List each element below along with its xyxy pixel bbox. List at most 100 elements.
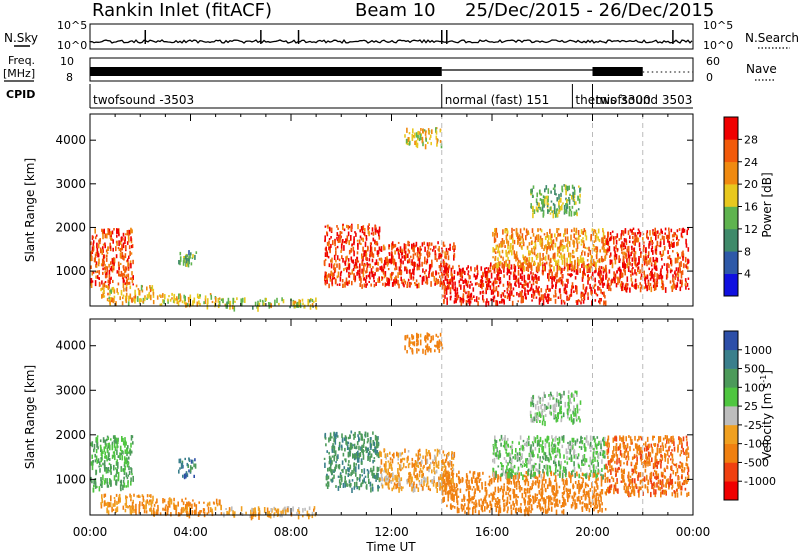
echo-cell <box>648 267 650 271</box>
echo-cell <box>245 511 247 515</box>
echo-cell <box>616 233 619 238</box>
echo-cell <box>392 472 394 478</box>
echo-cell <box>126 241 129 245</box>
echo-cell <box>121 247 124 251</box>
echo-cell <box>382 282 384 286</box>
echo-cell <box>421 276 424 283</box>
echo-cell <box>474 299 476 302</box>
echo-cell <box>548 481 551 487</box>
echo-cell <box>107 246 110 251</box>
station-title: Rankin Inlet (fitACF) <box>92 0 272 21</box>
echo-cell <box>188 258 190 265</box>
echo-cell <box>538 481 540 488</box>
echo-cell <box>555 272 557 278</box>
echo-cell <box>242 297 244 303</box>
echo-cell <box>311 303 314 307</box>
echo-cell <box>369 242 372 245</box>
echo-cell <box>398 483 400 486</box>
echo-cell <box>296 511 298 515</box>
echo-cell <box>588 508 591 513</box>
echo-cell <box>336 236 338 240</box>
echo-cell <box>428 267 431 272</box>
echo-cell <box>647 251 650 256</box>
echo-cell <box>587 296 589 300</box>
echo-cell <box>153 510 155 517</box>
echo-cell <box>401 451 404 455</box>
echo-cell <box>451 277 454 283</box>
echo-cell <box>663 239 665 245</box>
echo-cell <box>517 238 520 244</box>
echo-cell <box>478 297 480 300</box>
echo-cell <box>324 258 327 261</box>
echo-cell <box>538 490 541 495</box>
echo-cell <box>126 230 129 236</box>
echo-cell <box>561 494 564 499</box>
echo-cell <box>184 457 186 461</box>
echo-cell <box>580 301 582 305</box>
echo-cell <box>122 254 124 260</box>
echo-cell <box>567 493 570 499</box>
echo-cell <box>506 280 509 286</box>
echo-cell <box>131 502 134 507</box>
echo-cell <box>135 284 138 288</box>
echo-cell <box>524 502 526 506</box>
echo-cell <box>516 257 519 261</box>
echo-cell <box>526 478 529 482</box>
echo-cell <box>552 490 554 495</box>
echo-cell <box>358 453 360 459</box>
echo-cell <box>505 502 508 507</box>
echo-cell <box>499 507 502 514</box>
echo-cell <box>92 271 95 274</box>
echo-cell <box>627 266 630 272</box>
echo-cell <box>576 289 578 295</box>
echo-cell <box>336 455 338 461</box>
echo-cell <box>485 273 488 277</box>
echo-cell <box>217 298 220 303</box>
echo-cell <box>357 450 359 457</box>
echo-cell <box>346 255 348 260</box>
echo-cell <box>518 293 520 298</box>
echo-cell <box>409 274 412 278</box>
echo-cell <box>459 296 462 303</box>
echo-cell <box>119 252 122 258</box>
echo-cell <box>117 455 120 458</box>
echo-cell <box>449 480 451 483</box>
echo-cell <box>385 477 388 481</box>
echo-cell <box>347 231 350 237</box>
echo-cell <box>339 272 342 277</box>
echo-cell <box>438 255 440 260</box>
echo-cell <box>597 285 599 291</box>
echo-cell <box>506 295 509 300</box>
echo-cell <box>362 237 364 242</box>
echo-cell <box>499 301 501 304</box>
echo-cell <box>656 281 659 284</box>
echo-cell <box>553 455 556 462</box>
echo-cell <box>567 496 569 503</box>
echo-cell <box>541 261 544 265</box>
echo-cell <box>384 466 387 471</box>
echo-cell <box>448 451 450 456</box>
echo-cell <box>577 230 580 236</box>
echo-cell <box>329 273 332 280</box>
echo-cell <box>523 463 526 467</box>
echo-cell <box>127 273 130 278</box>
echo-cell <box>131 435 134 439</box>
echo-cell <box>446 300 448 305</box>
echo-cell <box>610 236 612 241</box>
echo-cell <box>602 229 604 233</box>
echo-cell <box>188 512 191 519</box>
echo-cell <box>625 282 628 288</box>
echo-cell <box>489 281 492 283</box>
echo-cell <box>90 256 92 262</box>
echo-cell <box>102 462 104 466</box>
echo-cell <box>566 257 568 264</box>
echo-cell <box>324 235 326 241</box>
echo-cell <box>115 254 118 259</box>
echo-cell <box>534 236 537 243</box>
echo-cell <box>667 256 669 259</box>
echo-cell <box>592 263 595 267</box>
echo-cell <box>502 229 504 235</box>
echo-cell <box>191 503 193 509</box>
echo-cell <box>446 476 449 483</box>
echo-cell <box>96 437 99 443</box>
